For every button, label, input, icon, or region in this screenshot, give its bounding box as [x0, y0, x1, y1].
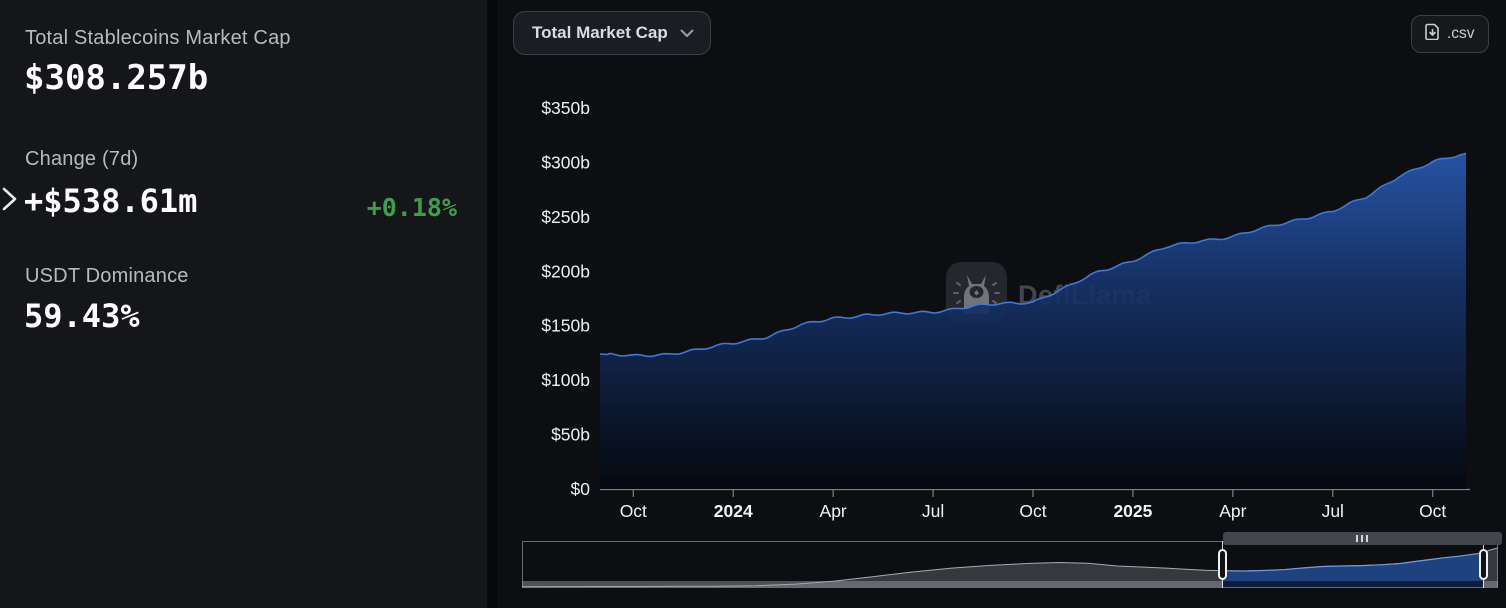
grip-icon — [1366, 535, 1369, 542]
stat-value: $308.257b — [24, 58, 209, 98]
y-axis-label: $0 — [571, 479, 591, 499]
y-axis-label: $350b — [541, 98, 590, 118]
chevron-down-icon — [680, 23, 694, 43]
x-axis-label: Oct — [620, 501, 647, 521]
brush-selected-line — [1222, 552, 1484, 572]
market-cap-area-chart[interactable]: $0 $50b $100b $150b $200b $250b $300b $350b Oct 2… — [497, 0, 1506, 530]
chart-type-dropdown[interactable]: Total Market Cap — [513, 11, 711, 55]
brush-bottom-band — [522, 581, 1498, 587]
y-axis-label: $150b — [541, 316, 590, 336]
stat-label: Change (7d) — [25, 148, 139, 170]
brush-left-handle[interactable] — [1218, 549, 1228, 580]
x-axis-label: Oct — [1419, 501, 1446, 521]
x-axis-label: Jul — [922, 501, 944, 521]
stat-label: Total Stablecoins Market Cap — [25, 27, 291, 49]
stat-label: USDT Dominance — [25, 265, 189, 287]
change-percent-badge: +0.18% — [366, 193, 457, 222]
stat-value: +$538.61m — [24, 182, 198, 220]
y-axis-label: $300b — [541, 152, 590, 172]
brush-right-handle[interactable] — [1478, 549, 1488, 580]
area-fill — [600, 153, 1466, 489]
brush-border — [522, 541, 1498, 588]
chevron-right-icon[interactable] — [1, 186, 19, 212]
chart-type-dropdown-label: Total Market Cap — [532, 23, 668, 42]
x-axis-label: Apr — [1219, 501, 1246, 521]
market-cap-line — [599, 152, 1467, 358]
grip-icon — [1361, 535, 1364, 542]
x-axis-label: 2024 — [714, 501, 753, 521]
y-axis-label: $250b — [541, 207, 590, 227]
brush-selected-band — [1222, 581, 1484, 587]
x-axis-label: Apr — [820, 501, 847, 521]
download-csv-label: .csv — [1447, 25, 1475, 42]
x-axis-label: 2025 — [1113, 501, 1152, 521]
chart-panel: Total Market Cap .csv — [497, 0, 1506, 608]
y-axis-label: $100b — [541, 370, 590, 390]
x-axis-label: Jul — [1322, 501, 1344, 521]
download-file-icon — [1425, 23, 1440, 45]
stat-value: 59.43% — [24, 297, 140, 335]
y-axis-label: $200b — [541, 261, 590, 281]
y-axis-label: $50b — [551, 425, 590, 445]
download-csv-button[interactable]: .csv — [1411, 15, 1489, 53]
brush-drag-bar[interactable] — [1222, 532, 1502, 545]
stats-sidebar: Total Stablecoins Market Cap $308.257b C… — [0, 0, 487, 608]
grip-icon — [1356, 535, 1359, 542]
x-axis-label: Oct — [1019, 501, 1046, 521]
timeline-brush-chart[interactable] — [522, 541, 1498, 588]
